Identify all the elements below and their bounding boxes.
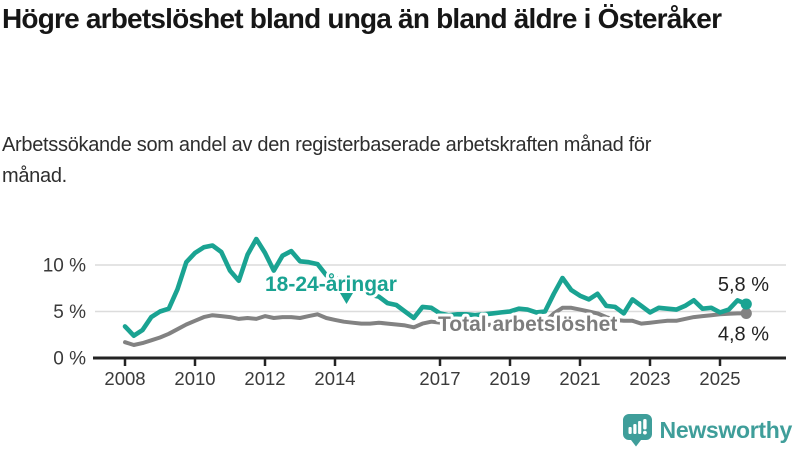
x-tick-label: 2017	[419, 368, 460, 389]
series-label-total: Total arbetslöshet	[438, 313, 617, 336]
line-chart: 0 % 5 % 10 % 2008 2010 2012 2014 2017 2019 2021 20…	[43, 236, 786, 389]
y-tick-label: 0 %	[53, 349, 86, 370]
x-tick-label: 2021	[559, 368, 600, 389]
chart-subtitle: Arbetssökande som andel av den registerb…	[2, 134, 652, 187]
x-tick-label: 2010	[174, 368, 215, 389]
end-value-label-total: 4,8 %	[718, 323, 769, 345]
end-value-label-young: 5,8 %	[718, 274, 769, 296]
y-tick-label: 10 %	[43, 256, 86, 277]
x-tick-label: 2012	[244, 368, 285, 389]
series-line-total	[123, 305, 749, 347]
speech-bubble-shape	[622, 414, 652, 447]
newsworthy-logo-text: Newsworthy	[659, 416, 793, 443]
x-tick-label: 2008	[104, 368, 145, 389]
arrow-down-icon	[340, 293, 353, 304]
x-tick-label: 2019	[489, 368, 530, 389]
y-tick-label: 5 %	[53, 302, 86, 323]
newsworthy-logo[interactable]: Newsworthy	[622, 413, 792, 447]
x-tick-label: 2025	[699, 368, 740, 389]
page-title: Högre arbetslöshet bland unga än bland ä…	[2, 3, 722, 34]
x-tick-label: 2023	[629, 368, 670, 389]
x-tick-label: 2014	[314, 368, 355, 389]
series-line-young	[122, 236, 749, 338]
newsworthy-bubble-chart-icon	[622, 414, 652, 447]
series-label-young: 18-24-åringar	[265, 273, 397, 296]
end-dot-total	[740, 307, 752, 319]
end-dot-young	[740, 298, 752, 310]
